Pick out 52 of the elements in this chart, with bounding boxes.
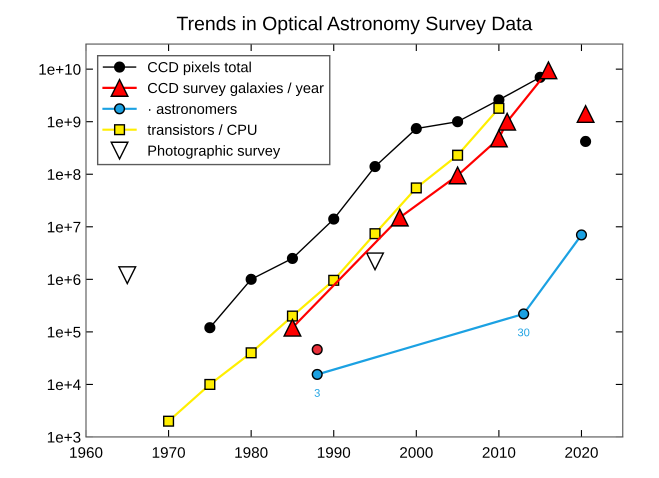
- legend-label: CCD pixels total: [148, 62, 251, 76]
- point: [493, 102, 504, 114]
- x-tick-label: 1980: [235, 447, 268, 458]
- y-tick-label: 1e+10: [39, 64, 81, 75]
- x-tick-label: 1960: [70, 447, 102, 458]
- point: [369, 228, 381, 240]
- y-tick-label: 1e+3: [48, 432, 80, 443]
- x-tick-label: 2000: [400, 447, 433, 458]
- legend-label: transistors / CPU: [147, 124, 256, 135]
- point: [539, 61, 558, 80]
- point: [518, 308, 530, 320]
- point: [410, 182, 422, 194]
- point: [328, 214, 340, 225]
- point: [410, 123, 422, 134]
- point: [452, 150, 464, 161]
- y-tick-label: 1e+6: [48, 274, 80, 286]
- point: [283, 318, 302, 337]
- annotation: 30: [518, 328, 530, 336]
- point: [366, 252, 384, 270]
- point: [286, 252, 298, 264]
- point: [204, 322, 216, 334]
- point: [448, 166, 467, 184]
- point: [490, 129, 508, 148]
- point: [118, 266, 136, 284]
- point: [163, 416, 174, 427]
- point: [498, 112, 516, 131]
- legend-label: CCD survey galaxies / year: [148, 82, 324, 96]
- point: [286, 310, 298, 322]
- point: [580, 136, 592, 148]
- point: [312, 368, 323, 380]
- point: [576, 104, 595, 124]
- y-tick-label: 1e+9: [48, 116, 80, 128]
- point: [246, 347, 257, 358]
- point: [312, 344, 323, 356]
- point: [452, 116, 464, 128]
- x-tick-label: 2020: [565, 447, 598, 458]
- annotation: 3: [314, 388, 320, 397]
- point: [390, 208, 409, 227]
- y-tick-label: 1e+5: [48, 326, 80, 338]
- y-tick-label: 1e+4: [48, 379, 81, 390]
- point: [369, 161, 381, 172]
- point: [576, 229, 588, 240]
- legend-label: Photographic survey: [148, 145, 280, 159]
- point: [204, 378, 216, 390]
- chart-title: Trends in Optical Astronomy Survey Data: [176, 16, 532, 34]
- legend-label: · astronomers: [148, 104, 237, 114]
- x-tick-label: 1990: [318, 447, 350, 458]
- y-tick-label: 1e+7: [48, 222, 80, 232]
- x-tick-label: 2010: [482, 447, 516, 458]
- point: [246, 274, 257, 285]
- x-tick-label: 1970: [152, 447, 185, 458]
- y-tick-label: 1e+8: [48, 169, 80, 180]
